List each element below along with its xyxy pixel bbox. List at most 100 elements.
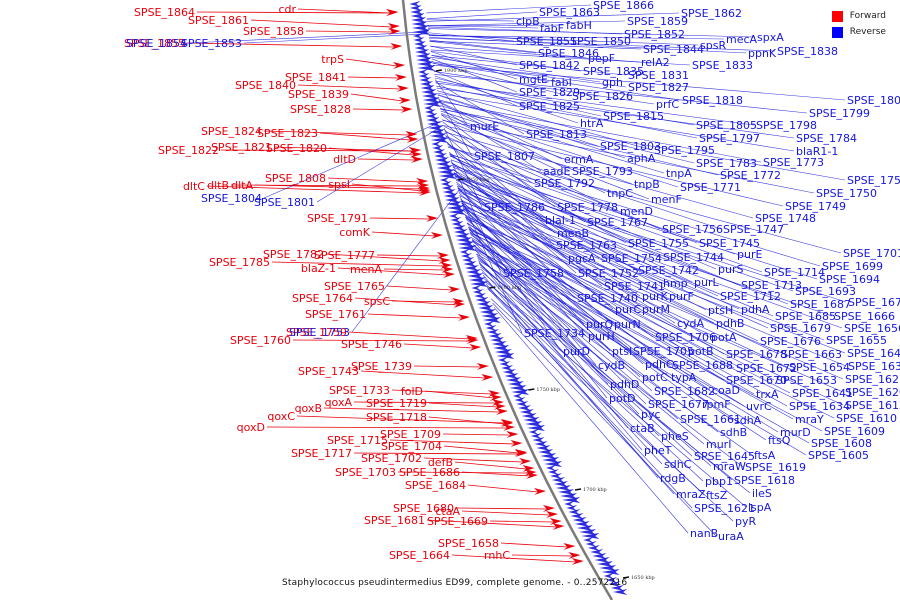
gene-label-reverse[interactable]: SPSE_1862 xyxy=(681,7,742,20)
gene-label-forward[interactable]: qoxB xyxy=(295,402,322,415)
gene-label-reverse[interactable]: SPSE_1826 xyxy=(572,90,633,103)
gene-label-forward[interactable]: cdr xyxy=(278,3,296,16)
gene-label-reverse[interactable]: murI xyxy=(706,438,731,451)
gene-label-reverse[interactable]: purS xyxy=(718,263,743,276)
gene-label-reverse[interactable]: SPSE_1747 xyxy=(723,223,784,236)
gene-label-reverse[interactable]: pheS xyxy=(661,430,689,443)
gene-label-reverse[interactable]: typA xyxy=(671,371,697,384)
gene-label-reverse[interactable]: SPSE_1783 xyxy=(696,157,757,170)
gene-label-reverse[interactable]: SPSE_1694 xyxy=(819,273,880,286)
gene-label-reverse[interactable]: prfC xyxy=(656,98,679,111)
gene-label-reverse[interactable]: SPSE_1653 xyxy=(776,374,837,387)
gene-label-reverse[interactable]: ileS xyxy=(752,487,772,500)
gene-label-reverse[interactable]: SPSE_1778 xyxy=(557,201,618,214)
gene-label-forward[interactable]: SPSE_1823 xyxy=(257,127,318,140)
gene-label-reverse[interactable]: coaD xyxy=(712,384,740,397)
gene-label-reverse[interactable]: aadE xyxy=(543,165,570,178)
gene-label-reverse[interactable]: blaI-1 xyxy=(545,214,576,227)
gene-label-forward[interactable]: SPSE_1841 xyxy=(285,71,346,84)
gene-label-forward[interactable]: menA xyxy=(350,263,382,276)
gene-label-reverse[interactable]: sdhC xyxy=(664,458,692,471)
gene-label-forward[interactable]: SPSE_1824 xyxy=(201,125,262,138)
gene-label-reverse[interactable]: SPSE_1771 xyxy=(680,181,741,194)
gene-label-reverse[interactable]: SPSE_1801 xyxy=(254,196,315,209)
gene-label-reverse[interactable]: sdhA xyxy=(734,414,762,427)
gene-label-reverse[interactable]: mraZ xyxy=(676,488,706,501)
gene-label-reverse[interactable]: SPSE_1866 xyxy=(593,0,654,12)
gene-label-reverse[interactable]: SPSE_1676 xyxy=(760,335,821,348)
gene-label-forward[interactable]: qoxD xyxy=(237,421,265,434)
gene-label-reverse[interactable]: SPSE_1632 xyxy=(848,360,900,373)
gene-label-forward[interactable]: SPSE_1765 xyxy=(324,280,385,293)
gene-label-reverse[interactable]: SPSE_1663 xyxy=(781,348,842,361)
gene-label-forward[interactable]: dltC xyxy=(183,180,205,193)
gene-label-forward[interactable]: SPSE_1858 xyxy=(243,25,304,38)
gene-label-reverse[interactable]: SPSE_1758 xyxy=(503,267,564,280)
gene-label-forward[interactable]: SPSE_1760 xyxy=(230,334,291,347)
gene-label-reverse[interactable]: SPSE_1713 xyxy=(741,279,802,292)
gene-label-reverse[interactable]: SPSE_1621 xyxy=(694,502,755,515)
gene-label-reverse[interactable]: potD xyxy=(609,392,636,405)
gene-label-forward[interactable]: SPSE_1855 xyxy=(124,37,185,50)
gene-label-reverse[interactable]: spsR xyxy=(700,39,726,52)
gene-label-reverse[interactable]: SPSE_1627 xyxy=(845,373,900,386)
gene-label-forward[interactable]: SPSE_1777 xyxy=(314,249,375,262)
gene-label-forward[interactable]: SPSE_1828 xyxy=(290,103,351,116)
gene-label-reverse[interactable]: SPSE_1827 xyxy=(628,81,689,94)
gene-label-reverse[interactable]: SPSE_1745 xyxy=(699,237,760,250)
gene-label-forward[interactable]: SPSE_1715 xyxy=(327,434,388,447)
gene-label-reverse[interactable]: tnpA xyxy=(666,167,692,180)
gene-label-reverse[interactable]: purN xyxy=(614,318,641,331)
gene-label-reverse[interactable]: SPSE_1850 xyxy=(570,35,631,48)
gene-label-reverse[interactable]: SPSE_1755 xyxy=(628,237,689,250)
gene-label-reverse[interactable]: SPSE_1793 xyxy=(572,165,633,178)
gene-label-reverse[interactable]: SPSE_1655 xyxy=(826,334,887,347)
gene-label-reverse[interactable]: SPSE_1699 xyxy=(822,260,883,273)
gene-label-reverse[interactable]: SPSE_1792 xyxy=(534,177,595,190)
gene-label-reverse[interactable]: SPSE_1706 xyxy=(655,331,716,344)
gene-label-reverse[interactable]: SPSE_1831 xyxy=(628,69,689,82)
gene-label-reverse[interactable]: clpB xyxy=(516,15,540,28)
gene-label-reverse[interactable]: SPSE_1859 xyxy=(627,15,688,28)
gene-label-forward[interactable]: SPSE_1761 xyxy=(305,308,366,321)
gene-label-reverse[interactable]: SPSE_1701 xyxy=(843,247,900,260)
gene-label-reverse[interactable]: pbp1 xyxy=(705,475,733,488)
gene-label-reverse[interactable]: SPSE_1803 xyxy=(600,140,661,153)
gene-label-reverse[interactable]: SPSE_1784 xyxy=(796,132,857,145)
gene-label-reverse[interactable]: purL xyxy=(694,276,719,289)
gene-label-reverse[interactable]: relA2 xyxy=(641,56,670,69)
gene-label-reverse[interactable]: SPSE_1797 xyxy=(699,132,760,145)
gene-label-reverse[interactable]: SPSE_1693 xyxy=(795,285,856,298)
gene-label-reverse[interactable]: aphA xyxy=(627,152,656,165)
gene-label-forward[interactable]: SPSE_1717 xyxy=(291,447,352,460)
gene-label-reverse[interactable]: SPSE_1641 xyxy=(792,387,853,400)
gene-label-reverse[interactable]: SPSE_1846 xyxy=(538,47,599,60)
gene-label-reverse[interactable]: SPSE_1749 xyxy=(785,200,846,213)
gene-label-reverse[interactable]: tnpC xyxy=(607,187,633,200)
gene-label-forward[interactable]: SPSE_1759 xyxy=(286,326,347,339)
gene-label-reverse[interactable]: trxA xyxy=(756,388,779,401)
gene-label-reverse[interactable]: SPSE_1682 xyxy=(654,385,715,398)
gene-label-reverse[interactable]: ctaB xyxy=(630,422,655,435)
gene-label-forward[interactable]: SPSE_1680 xyxy=(393,502,454,515)
gene-label-reverse[interactable]: murE xyxy=(470,120,499,133)
gene-label-reverse[interactable]: SPSE_1608 xyxy=(811,437,872,450)
gene-label-reverse[interactable]: mgtE xyxy=(519,73,548,86)
gene-label-forward[interactable]: SPSE_1739 xyxy=(351,360,412,373)
gene-label-forward[interactable]: SPSE_1808 xyxy=(265,172,326,185)
gene-label-forward[interactable]: SPSE_1821 xyxy=(211,141,272,154)
gene-label-forward[interactable]: spsC xyxy=(364,295,390,308)
gene-label-forward[interactable]: SPSE_1785 xyxy=(209,256,270,269)
gene-label-reverse[interactable]: SPSE_1804 xyxy=(201,192,262,205)
gene-label-reverse[interactable]: SPSE_1842 xyxy=(519,59,580,72)
gene-label-reverse[interactable]: hmp xyxy=(663,277,688,290)
gene-label-reverse[interactable]: purM xyxy=(642,303,670,316)
gene-label-reverse[interactable]: purK xyxy=(642,290,668,303)
gene-label-reverse[interactable]: SPSE_1813 xyxy=(526,128,587,141)
gene-label-reverse[interactable]: SPSE_1634 xyxy=(789,400,850,413)
gene-label-reverse[interactable]: SPSE_1688 xyxy=(672,359,733,372)
gene-label-reverse[interactable]: purE xyxy=(737,248,762,261)
gene-label-reverse[interactable]: SPSE_1671 xyxy=(848,296,900,309)
gene-label-reverse[interactable]: mraY xyxy=(795,413,824,426)
gene-label-reverse[interactable]: SPSE_1714 xyxy=(764,266,825,279)
